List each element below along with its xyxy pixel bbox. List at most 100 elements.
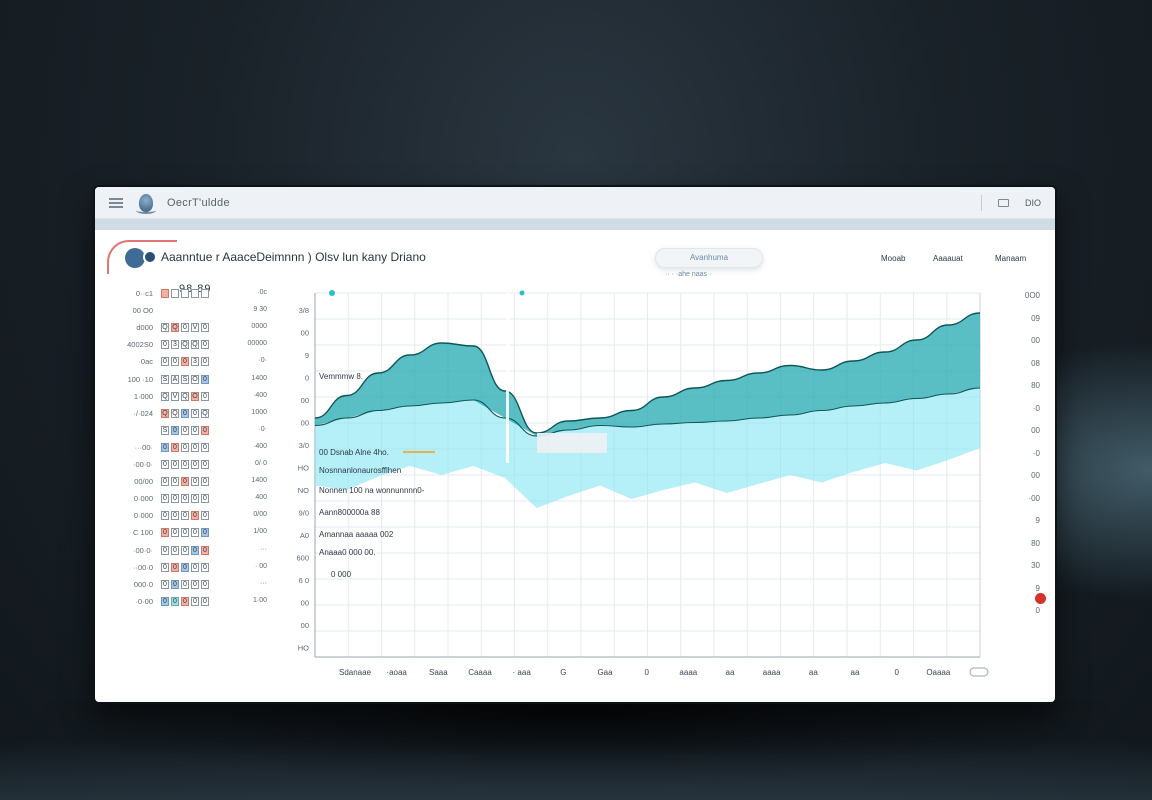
device-shadow bbox=[20, 700, 1132, 790]
y-tick-label: 9 bbox=[305, 351, 309, 360]
series-2-line bbox=[314, 387, 981, 437]
table-cell: 0 bbox=[181, 323, 189, 333]
table-cell bbox=[171, 289, 179, 298]
app-logo-icon bbox=[136, 193, 156, 214]
table-cell: 0 bbox=[201, 562, 209, 572]
row-cells bbox=[161, 289, 209, 298]
table-row[interactable]: ·0ac 0 0 0 3 0·0· bbox=[95, 357, 305, 371]
alert-dot[interactable] bbox=[1035, 593, 1046, 604]
table-cell: 0 bbox=[201, 545, 209, 555]
table-cell: 0 bbox=[191, 579, 199, 589]
row-label: 00 O0 bbox=[132, 306, 153, 316]
table-row[interactable]: 0··c1 ·0c bbox=[95, 289, 305, 303]
x-tick-label: aa bbox=[726, 668, 735, 677]
table-cell bbox=[191, 289, 199, 298]
area-chart: Vemmmw 8. 00 Dsnab Alne 4ho. Nosnnanlonaur… bbox=[296, 290, 989, 677]
search-pill[interactable]: Avanhuma bbox=[655, 248, 763, 268]
x-tick-label: G bbox=[560, 668, 566, 677]
x-tick-label: Gaa bbox=[597, 668, 613, 677]
avatar-secondary[interactable] bbox=[143, 250, 157, 264]
table-row[interactable]: ···00· 0 0 0 0 0·400 bbox=[95, 442, 305, 457]
table-row[interactable]: 00/00 0 0 0 0 0 1400 bbox=[95, 477, 305, 491]
right-axis-label: ·0 bbox=[1032, 448, 1040, 458]
table-cell: 0 bbox=[191, 442, 199, 452]
page-header: Aaanntue r AaaceDeimnnn ) Olsv lun kany … bbox=[95, 240, 1055, 278]
window-icon[interactable] bbox=[997, 199, 1009, 207]
right-axis-label: 00 bbox=[1031, 336, 1040, 345]
title-bar-right-text[interactable]: DIO bbox=[1024, 198, 1041, 208]
row-value: ·0· bbox=[258, 425, 267, 433]
table-cell: 0 bbox=[161, 340, 169, 350]
table-cell: 3 bbox=[191, 357, 199, 367]
table-cell: 0 bbox=[161, 545, 169, 555]
right-axis-label: 9 bbox=[1035, 516, 1040, 525]
avatar[interactable] bbox=[125, 248, 145, 268]
table-cell: V bbox=[191, 323, 199, 333]
right-axis-label: 00 bbox=[1031, 471, 1040, 480]
table-row[interactable]: 0·000 0 0 0 0 0 400 bbox=[95, 494, 305, 508]
title-bar-divider bbox=[980, 195, 982, 211]
table-cell: 0 bbox=[201, 528, 209, 538]
table-cell: S bbox=[161, 425, 169, 435]
table-row[interactable]: 100 ·10 S A S O 0 1400 bbox=[95, 374, 305, 389]
table-row[interactable]: ·/·024 Q Q 0 0 Q 1000 bbox=[95, 408, 305, 423]
table-row[interactable]: ·0·00 0 0 0 0 0 1·00 bbox=[95, 596, 305, 611]
table-row[interactable]: ·00·0· 0 0 0 0 0 ··· bbox=[95, 545, 305, 560]
table-row[interactable]: S 0 0 0 0·0· bbox=[95, 425, 305, 440]
header-accent bbox=[107, 240, 177, 274]
table-row[interactable]: ·00·0· 0 0 0 0 0 0/·0 bbox=[95, 460, 305, 474]
table-cell: 0 bbox=[201, 579, 209, 589]
row-label: 1·000 bbox=[133, 391, 153, 401]
row-label: ·0·00 bbox=[135, 596, 153, 606]
table-cell: Q bbox=[161, 323, 169, 333]
table-cell: Q bbox=[161, 408, 169, 418]
y-tick-label: 00 bbox=[301, 419, 309, 428]
tab-1[interactable]: Mooab bbox=[881, 254, 906, 263]
row-label: ·0ac bbox=[138, 357, 153, 367]
tab-3[interactable]: Manaam bbox=[995, 254, 1027, 263]
table-cell: 0 bbox=[201, 596, 209, 606]
right-axis-label: 30 bbox=[1031, 561, 1040, 570]
marker-dot bbox=[519, 290, 525, 296]
table-cell: 0 bbox=[161, 460, 169, 469]
y-tick-label: 00 bbox=[301, 621, 309, 630]
row-value: 0/00 bbox=[253, 511, 267, 519]
row-value: 00000 bbox=[247, 340, 267, 348]
table-row[interactable]: C 100 0 0 0 0 0 1/00 bbox=[95, 528, 305, 542]
table-row[interactable]: d000 Q Q 0 V 0 0000 bbox=[95, 323, 305, 337]
table-row[interactable]: ··00·0 0 0 0 0 0 · 00 bbox=[95, 562, 305, 577]
table-cell: 0 bbox=[171, 477, 179, 487]
row-value: 1000 bbox=[251, 408, 267, 416]
table-row[interactable]: 00 O0 9 30 bbox=[95, 306, 305, 320]
row-value: 1400 bbox=[251, 477, 267, 485]
table-cell: 0 bbox=[161, 477, 169, 487]
tab-2[interactable]: Aaaauat bbox=[933, 254, 963, 263]
scroll-handle[interactable] bbox=[969, 667, 989, 677]
y-tick-label: 3/8 bbox=[299, 306, 309, 315]
table-cell: 0 bbox=[171, 545, 179, 555]
table-cell bbox=[181, 289, 189, 298]
table-cell: 0 bbox=[191, 408, 199, 418]
menu-icon[interactable] bbox=[109, 197, 123, 208]
table-cell: 0 bbox=[201, 425, 209, 435]
row-value: 0000 bbox=[251, 323, 267, 331]
right-axis-label: 09 bbox=[1031, 313, 1040, 323]
row-value: ··· bbox=[260, 579, 267, 587]
table-cell: 0 bbox=[191, 545, 199, 555]
table-row[interactable]: 0·000 0 0 0 0 0 0/00 bbox=[95, 511, 305, 525]
table-row[interactable]: 4002S0 0 3 Q Q 0 00000 bbox=[95, 340, 305, 354]
row-label: 00/00 bbox=[134, 477, 153, 487]
table-row[interactable]: 000·0 0 0 0 0 0 ··· bbox=[95, 579, 305, 594]
table-cell: 0 bbox=[191, 425, 199, 435]
table-row[interactable]: 1·000 Q V Q O 0·400 bbox=[95, 391, 305, 406]
search-subtext: ·· · ·ahe naas · bbox=[665, 271, 712, 278]
table-cell: V bbox=[171, 391, 179, 401]
row-label: 000·0 bbox=[133, 579, 153, 589]
